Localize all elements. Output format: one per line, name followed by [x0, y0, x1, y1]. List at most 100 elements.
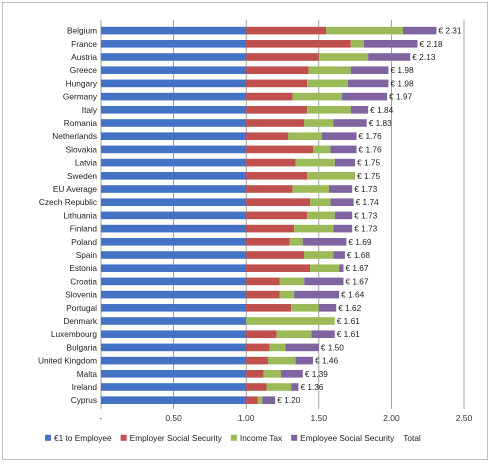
category-label: Netherlands	[52, 131, 97, 141]
x-axis-ticks: - 0.50 1.00 1.50 2.00 2.50	[100, 413, 473, 423]
bar-segment-employer-social-security	[246, 330, 277, 338]
bar-segment-employee-social-security	[403, 26, 437, 35]
total-label: € 1.98	[390, 78, 413, 88]
total-label: € 1.67	[345, 276, 368, 286]
bar-segment-employee-social-security	[311, 330, 335, 338]
bar-segment-income-tax	[279, 290, 295, 299]
bar-segment-income-tax	[263, 370, 282, 378]
category-label: Finland	[70, 224, 98, 234]
bar-segment-employer-social-security	[246, 383, 267, 391]
category-label: Belgium	[67, 26, 97, 36]
total-label: € 1.76	[359, 131, 382, 141]
total-label: € 1.61	[337, 316, 360, 326]
bar-segment-1-to-employee	[101, 211, 247, 220]
bar-segment-income-tax	[350, 40, 364, 48]
category-label: Sweden	[67, 171, 97, 181]
bar-segment-1-to-employee	[101, 106, 247, 114]
bar-segment-income-tax	[292, 185, 329, 193]
bar-segment-income-tax	[269, 343, 286, 352]
x-tick-label: 1.50	[311, 413, 328, 423]
category-label: Ireland	[72, 382, 98, 392]
x-tick-label: -	[100, 413, 103, 423]
category-label: Germany	[63, 92, 98, 102]
bar-segment-employer-social-security	[246, 198, 311, 206]
bar-segment-employee-social-security	[330, 145, 357, 154]
category-label: Bulgaria	[67, 342, 98, 352]
bar-segment-employer-social-security	[246, 343, 270, 352]
total-label: € 1.64	[341, 290, 364, 300]
bar-segment-income-tax	[304, 251, 334, 259]
category-label: Slovakia	[66, 144, 98, 154]
category-label: Czech Republic	[39, 197, 97, 207]
total-label: € 1.20	[277, 395, 300, 405]
category-label: Luxembourg	[51, 329, 98, 339]
bar-segment-employer-social-security	[246, 106, 308, 114]
bar-segment-employer-social-security	[246, 251, 305, 259]
category-label: Lithuania	[63, 210, 97, 220]
bar-segment-1-to-employee	[101, 251, 247, 259]
bar-segment-1-to-employee	[101, 172, 247, 180]
bar-segment-1-to-employee	[101, 198, 247, 206]
total-label: € 1.62	[338, 303, 361, 313]
bar-segment-income-tax	[307, 172, 356, 180]
bar-segment-1-to-employee	[101, 26, 247, 35]
chart-frame: Belgium France Austria Greece Hungary Germany…	[2, 2, 488, 460]
legend-swatch-employee-social-security	[291, 434, 298, 441]
bar-segment-1-to-employee	[101, 40, 247, 48]
total-label: € 2.18	[420, 39, 443, 49]
bar-segment-income-tax	[307, 79, 348, 88]
legend-label-income-tax: Income Tax	[240, 433, 283, 443]
total-label: € 2.31	[438, 26, 461, 36]
bar-segment-employee-social-security	[294, 290, 340, 299]
bar-segment-employee-social-security	[318, 304, 337, 312]
total-label: € 1.67	[345, 263, 368, 273]
bar-segment-employee-social-security	[334, 211, 353, 220]
bar-segment-employer-social-security	[246, 224, 295, 233]
bar-segment-employee-social-security	[333, 224, 353, 233]
bar-segment-employer-social-security	[246, 185, 293, 193]
bar-segment-employee-social-security	[302, 238, 347, 246]
bar-segment-income-tax	[304, 119, 334, 127]
legend-label-employee-social-security: Employee Social Security	[300, 433, 395, 443]
bar-segment-income-tax	[307, 211, 335, 220]
bar-segment-employee-social-security	[328, 185, 353, 193]
bar-segment-employer-social-security	[246, 145, 313, 154]
bar-segment-employer-social-security	[246, 26, 327, 35]
category-label: Portugal	[66, 303, 97, 313]
category-label: Austria	[71, 52, 97, 62]
category-label: Hungary	[66, 78, 98, 88]
total-label: € 1.76	[359, 144, 382, 154]
bar-segment-1-to-employee	[101, 396, 247, 404]
bar-segment-employer-social-security	[246, 172, 308, 180]
bar-segment-employee-social-security	[295, 356, 313, 365]
bar-segment-1-to-employee	[101, 132, 247, 140]
bar-segment-employee-social-security	[330, 198, 354, 206]
bar-segment-employer-social-security	[246, 79, 308, 88]
bar-segment-income-tax	[294, 224, 334, 233]
total-label: € 1.73	[354, 184, 377, 194]
bar-segment-income-tax	[295, 158, 335, 167]
total-label: € 1.68	[347, 250, 370, 260]
category-label: Spain	[76, 250, 98, 260]
bar-segment-employer-social-security	[246, 119, 305, 127]
bar-segment-employer-social-security	[246, 277, 280, 286]
bar-segment-income-tax	[292, 92, 343, 101]
total-label: € 1.61	[337, 329, 360, 339]
total-label: € 1.39	[305, 369, 328, 379]
category-label: Slovenia	[65, 290, 97, 300]
bar-segment-employer-social-security	[246, 396, 258, 404]
bar-segment-employer-social-security	[246, 53, 319, 61]
bar-segment-1-to-employee	[101, 277, 247, 286]
bar-segment-income-tax	[267, 356, 296, 365]
bar-segment-employer-social-security	[246, 158, 296, 167]
category-label: Greece	[70, 65, 98, 75]
bar-segment-employee-social-security	[350, 66, 389, 74]
total-label: € 1.73	[354, 224, 377, 234]
category-label: Estonia	[69, 263, 97, 273]
bar-segment-employee-social-security	[281, 370, 303, 378]
bar-segment-income-tax	[288, 132, 322, 140]
bar-segment-1-to-employee	[101, 145, 247, 154]
bar-segment-income-tax	[291, 304, 319, 312]
x-tick-label: 0.50	[165, 413, 182, 423]
total-label: € 1.73	[354, 210, 377, 220]
